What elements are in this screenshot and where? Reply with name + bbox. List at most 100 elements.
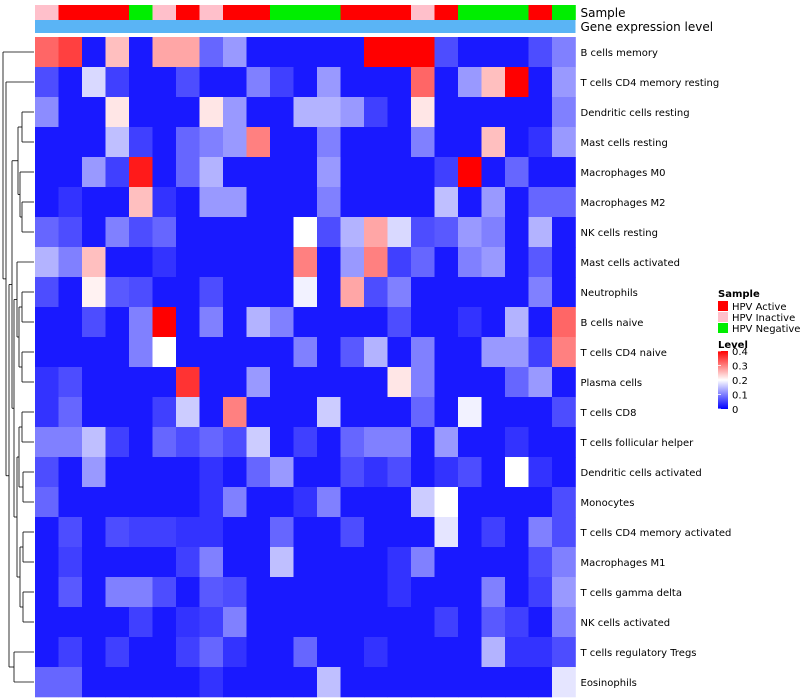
heatmap-cell [387, 217, 412, 248]
heatmap-cell [82, 397, 106, 428]
heatmap-cell [176, 127, 200, 158]
heatmap-cell [458, 487, 482, 518]
heatmap-cell [434, 187, 459, 218]
heatmap-cell [434, 217, 459, 248]
heatmap-cell [199, 397, 224, 428]
heatmap-cell [434, 517, 459, 548]
heatmap-cell [82, 667, 106, 698]
heatmap-cell [481, 427, 506, 458]
heatmap-cell [129, 547, 153, 578]
heatmap-cell [387, 67, 412, 98]
heatmap-cell [317, 337, 341, 368]
heatmap-cell [270, 637, 294, 668]
legend-tick-label: 0.3 [732, 362, 748, 373]
heatmap-cell [82, 127, 106, 158]
heatmap-cell [176, 307, 200, 338]
heatmap-cell [387, 547, 412, 578]
row-label: T cells CD4 naive [580, 348, 667, 359]
heatmap-cell [505, 277, 529, 308]
heatmap-cell [317, 607, 341, 638]
heatmap-cell [528, 157, 553, 188]
sample-bar-cell [176, 5, 200, 20]
heatmap-cell [82, 67, 106, 98]
heatmap-cell [387, 667, 412, 698]
heatmap-cell [176, 217, 200, 248]
heatmap-cell [340, 397, 365, 428]
heatmap-cell [35, 607, 59, 638]
heatmap-cell [505, 337, 529, 368]
heatmap-cell [387, 577, 412, 608]
heatmap-cell [223, 367, 247, 398]
heatmap-cell [364, 127, 388, 158]
heatmap-cell [199, 457, 224, 488]
heatmap-cell [552, 517, 576, 548]
sample-bar-cell [317, 5, 341, 20]
heatmap-cell [35, 577, 59, 608]
heatmap-cell [411, 517, 435, 548]
heatmap-cell [129, 337, 153, 368]
heatmap-cell [35, 127, 59, 158]
heatmap-cell [528, 397, 553, 428]
heatmap-cell [35, 247, 59, 278]
heatmap-cell [434, 397, 459, 428]
heatmap-cell [434, 487, 459, 518]
row-label: NK cells activated [581, 618, 671, 629]
heatmap-cell [293, 607, 318, 638]
heatmap-cell [552, 157, 576, 188]
row-label: T cells CD4 memory resting [580, 78, 720, 89]
heatmap-cell [176, 97, 200, 128]
heatmap-cell [481, 307, 506, 338]
heatmap-cell [293, 277, 318, 308]
heatmap-cell [340, 547, 365, 578]
heatmap-cell [458, 457, 482, 488]
heatmap-cell [340, 97, 365, 128]
heatmap-cell [105, 247, 130, 278]
heatmap-cell [58, 367, 83, 398]
heatmap-cell [340, 277, 365, 308]
heatmap-cell [481, 337, 506, 368]
heatmap-cell [411, 307, 435, 338]
heatmap-cell [340, 247, 365, 278]
heatmap-cell [411, 577, 435, 608]
heatmap-cell [199, 67, 224, 98]
heatmap-cell [246, 187, 271, 218]
heatmap-cell [246, 487, 271, 518]
heatmap-cell [58, 277, 83, 308]
heatmap-cell [340, 337, 365, 368]
heatmap-cell [458, 247, 482, 278]
row-label: Monocytes [581, 498, 635, 509]
row-label: T cells follicular helper [580, 438, 695, 449]
heatmap-cell [293, 307, 318, 338]
heatmap-cell [481, 67, 506, 98]
heatmap-cell [105, 547, 130, 578]
heatmap-cell [293, 247, 318, 278]
heatmap-cell [152, 427, 177, 458]
heatmap-cell [223, 307, 247, 338]
heatmap-cell [129, 157, 153, 188]
heatmap-cell [364, 637, 388, 668]
heatmap-cell [364, 607, 388, 638]
heatmap-cell [82, 217, 106, 248]
heatmap-cell [317, 397, 341, 428]
row-label: Plasma cells [581, 378, 643, 389]
heatmap-cell [458, 97, 482, 128]
row-label: Mast cells resting [581, 138, 668, 149]
heatmap-cell [105, 307, 130, 338]
heatmap-cell [505, 457, 529, 488]
heatmap-cell [246, 127, 271, 158]
heatmap-cell [293, 127, 318, 158]
heatmap-cell [152, 457, 177, 488]
heatmap-cell [317, 457, 341, 488]
heatmap-cell [411, 187, 435, 218]
legend-item-label: HPV Active [732, 302, 787, 313]
heatmap-cell [481, 397, 506, 428]
heatmap-cell [387, 157, 412, 188]
heatmap-cell [270, 97, 294, 128]
heatmap-cell [505, 397, 529, 428]
heatmap-cell [552, 127, 576, 158]
heatmap-cell [317, 247, 341, 278]
heatmap-cell [293, 367, 318, 398]
heatmap-cell [317, 37, 341, 68]
heatmap-cell [340, 37, 365, 68]
heatmap-cell [481, 667, 506, 698]
